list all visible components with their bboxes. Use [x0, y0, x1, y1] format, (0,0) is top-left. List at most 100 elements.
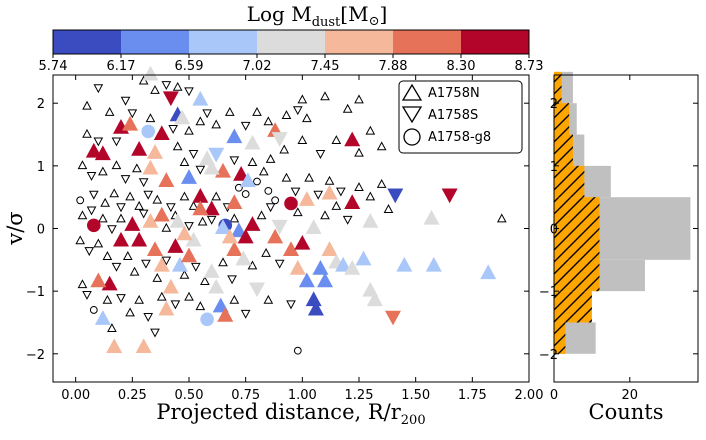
data-point-hollow: [292, 106, 303, 116]
colorbar-swatch: [121, 30, 190, 54]
colorbar-tick-label: 8.73: [515, 59, 544, 74]
data-point-colored: [305, 219, 322, 235]
data-point-hollow: [241, 190, 250, 198]
data-point-colored: [298, 191, 315, 206]
data-point-hollow: [89, 306, 98, 314]
data-point-colored: [192, 187, 209, 203]
x-tick-label: 1.75: [458, 388, 487, 403]
data-point-colored: [158, 172, 175, 188]
histogram-x-tick-label: 20: [622, 388, 639, 403]
data-point-hollow: [138, 209, 149, 219]
data-point-hollow: [304, 172, 314, 182]
data-point-colored: [208, 278, 225, 294]
data-point-hollow: [122, 251, 133, 260]
x-tick-label: 1.50: [401, 388, 430, 403]
histogram-y-tick-label: 2: [550, 97, 558, 112]
data-point-hollow: [179, 191, 190, 201]
data-point-colored: [480, 264, 497, 280]
data-point-colored: [244, 134, 261, 150]
data-point-colored: [85, 142, 102, 158]
data-point-hollow: [107, 225, 117, 235]
data-point-hollow: [132, 163, 142, 173]
x-tick-label: 0.50: [175, 388, 204, 403]
data-point-hollow: [188, 150, 199, 159]
data-point-colored: [396, 256, 413, 272]
data-point-hollow: [98, 166, 108, 176]
data-point-colored: [215, 219, 231, 235]
data-point-hollow: [313, 190, 324, 200]
histogram-bar-hatch: [554, 197, 600, 229]
data-point-hollow: [229, 213, 240, 223]
data-point-colored: [294, 234, 311, 250]
data-point-hollow: [331, 200, 342, 210]
data-point-colored: [289, 260, 306, 275]
data-point-hollow: [168, 124, 178, 134]
data-point-colored: [226, 194, 243, 209]
data-point-hollow: [184, 125, 194, 135]
data-point-hollow: [184, 222, 194, 232]
data-point-hollow: [111, 137, 122, 147]
data-point-colored: [226, 241, 243, 256]
histogram-y-tick-label: 1: [550, 160, 558, 175]
data-point-hollow: [98, 213, 108, 223]
data-point-hollow: [211, 119, 222, 129]
data-point-hollow: [218, 257, 228, 267]
data-point-hollow: [336, 187, 346, 197]
data-point-colored: [147, 241, 163, 256]
data-point-hollow: [342, 103, 353, 113]
data-point-hollow: [93, 137, 104, 147]
colorbar: Log Mdust[M⊙] 5.74 6.17 6.59 7.02 7.45 7.88 8.…: [39, 2, 544, 74]
data-point-hollow: [120, 175, 131, 185]
data-point-colored: [122, 115, 139, 131]
legend-label-a1758s: A1758S: [428, 108, 478, 123]
data-point-hollow: [161, 81, 172, 91]
data-point-hollow: [240, 121, 251, 131]
data-point-hollow: [150, 328, 160, 338]
data-point-hollow: [109, 188, 120, 198]
data-point-hollow: [143, 190, 154, 200]
data-point-hollow: [116, 213, 126, 223]
data-point-hollow: [120, 96, 131, 106]
histogram-y-tick-label: −2: [539, 348, 558, 363]
data-point-colored: [344, 131, 361, 147]
data-point-hollow: [77, 160, 88, 170]
colorbar-swatch: [393, 30, 462, 54]
data-point-colored: [271, 132, 288, 147]
data-point-colored: [101, 275, 118, 291]
data-point-colored: [200, 312, 214, 327]
data-point-colored: [158, 300, 175, 316]
data-point-hollow: [134, 200, 144, 210]
data-point-hollow: [342, 215, 353, 225]
data-point-hollow: [354, 94, 364, 104]
data-point-hollow: [104, 106, 115, 116]
data-point-colored: [87, 218, 101, 233]
data-point-hollow: [82, 128, 92, 138]
data-point-hollow: [86, 206, 97, 216]
data-point-colored: [142, 159, 159, 175]
colorbar-swatch: [53, 30, 122, 54]
data-point-hollow: [100, 197, 110, 207]
data-point-colored: [385, 310, 401, 326]
data-point-hollow: [86, 171, 97, 181]
data-point-hollow: [111, 160, 122, 170]
histogram-bar-hatch: [554, 322, 566, 354]
data-point-colored: [423, 209, 440, 225]
data-point-hollow: [200, 276, 210, 286]
data-point-hollow: [170, 300, 181, 310]
data-point-hollow: [324, 175, 335, 185]
colorbar-swatch: [189, 30, 258, 54]
data-point-hollow: [88, 190, 99, 200]
colorbar-swatch: [461, 30, 530, 54]
data-point-hollow: [365, 191, 376, 201]
colorbar-swatch: [325, 30, 394, 54]
data-point-hollow: [293, 346, 302, 355]
data-point-hollow: [281, 172, 292, 182]
data-point-colored: [441, 188, 458, 204]
data-point-colored: [249, 282, 265, 298]
data-point-colored: [235, 250, 252, 266]
data-point-hollow: [224, 106, 235, 116]
data-point-hollow: [253, 177, 261, 186]
data-point-colored: [362, 213, 379, 228]
data-point-hollow: [365, 125, 376, 135]
